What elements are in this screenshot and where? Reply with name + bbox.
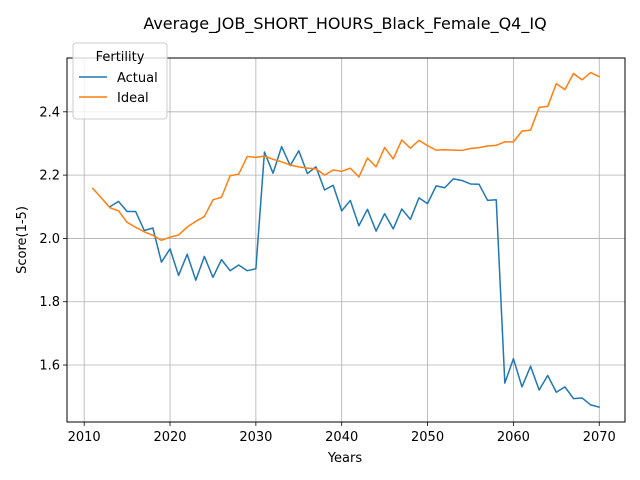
plot-frame <box>66 57 626 423</box>
x-axis-label: Years <box>327 451 363 466</box>
x-tick-label: 2050 <box>411 430 444 445</box>
x-tick-label: 2030 <box>239 430 272 445</box>
y-tick-label: 1.6 <box>39 359 60 374</box>
legend-box <box>72 42 168 120</box>
series-line-actual <box>109 145 600 408</box>
legend-label-ideal: Ideal <box>117 91 149 106</box>
x-axis-ticks: 2010 2020 2030 2040 2050 2060 2070 <box>68 422 616 445</box>
x-tick-label: 2040 <box>325 430 358 445</box>
y-tick-label: 2.0 <box>39 232 60 247</box>
legend-label-actual: Actual <box>117 71 158 86</box>
series-lines <box>92 71 600 408</box>
series-line-ideal <box>92 71 600 242</box>
grid <box>67 58 625 422</box>
y-axis-ticks: 1.6 1.8 2.0 2.2 2.4 <box>39 105 67 374</box>
y-axis-label: Score(1-5) <box>15 206 30 274</box>
x-tick-label: 2010 <box>68 430 101 445</box>
y-tick-label: 2.2 <box>39 169 60 184</box>
y-tick-label: 1.8 <box>39 295 60 310</box>
chart-title: Average_JOB_SHORT_HOURS_Black_Female_Q4_… <box>143 14 546 34</box>
legend: Fertility Actual Ideal <box>72 42 168 120</box>
y-tick-label: 2.4 <box>39 105 60 120</box>
x-tick-label: 2020 <box>153 430 186 445</box>
x-tick-label: 2060 <box>497 430 530 445</box>
legend-title: Fertility <box>96 50 145 65</box>
x-tick-label: 2070 <box>583 430 616 445</box>
